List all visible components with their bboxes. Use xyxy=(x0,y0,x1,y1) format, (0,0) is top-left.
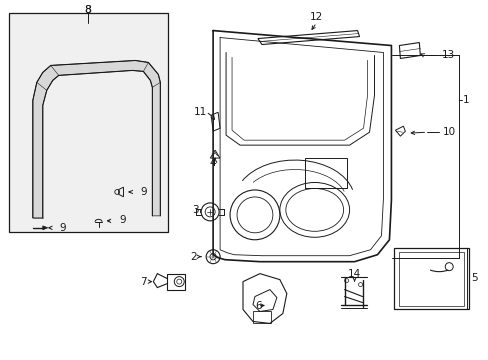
Text: 7: 7 xyxy=(140,276,146,287)
Polygon shape xyxy=(42,226,48,230)
Text: 13: 13 xyxy=(441,50,454,60)
Text: 2: 2 xyxy=(190,252,197,262)
Text: 9: 9 xyxy=(119,215,125,225)
Text: 10: 10 xyxy=(442,127,455,137)
Text: 9: 9 xyxy=(140,187,146,197)
Text: 1: 1 xyxy=(462,95,469,105)
Text: 4: 4 xyxy=(209,158,216,168)
Text: 12: 12 xyxy=(309,12,323,22)
Bar xyxy=(252,311,270,323)
Bar xyxy=(399,252,463,306)
Text: 5: 5 xyxy=(470,273,477,283)
Text: 8: 8 xyxy=(84,5,91,15)
Text: 8: 8 xyxy=(84,5,91,15)
Bar xyxy=(394,248,468,310)
Text: 14: 14 xyxy=(347,269,361,279)
Text: 6: 6 xyxy=(255,301,262,311)
Text: 3: 3 xyxy=(192,205,199,215)
Bar xyxy=(9,13,168,232)
Bar xyxy=(167,274,185,289)
Text: 11: 11 xyxy=(194,107,207,117)
Text: 9: 9 xyxy=(59,223,66,233)
Bar xyxy=(304,158,346,188)
Polygon shape xyxy=(33,60,160,218)
